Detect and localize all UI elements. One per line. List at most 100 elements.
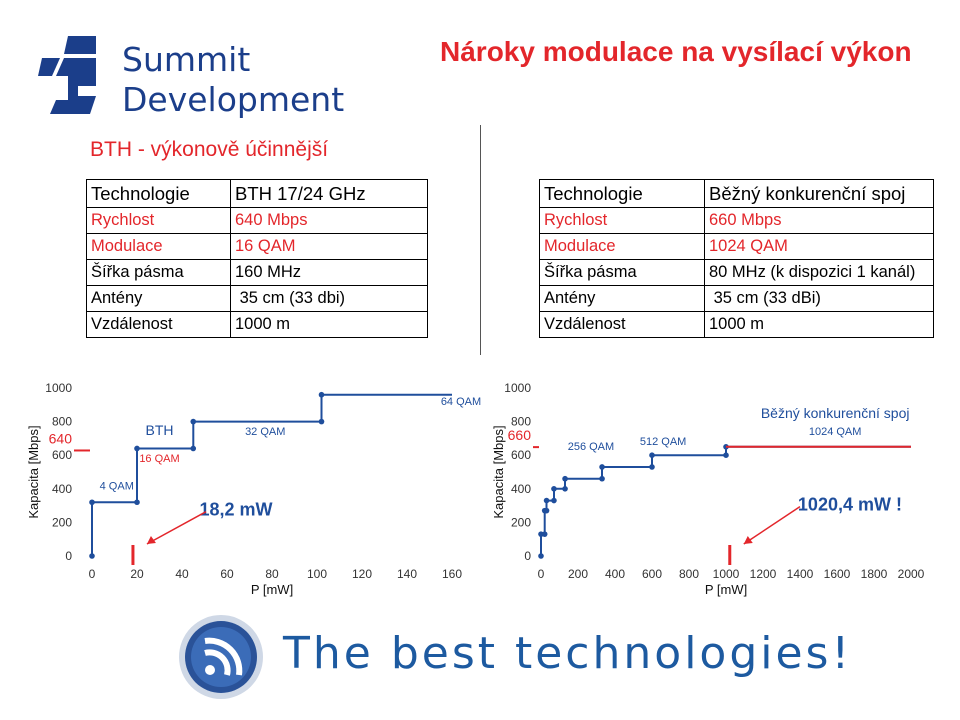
modulation-label: 1024 QAM	[809, 426, 862, 438]
modulation-label: 512 QAM	[640, 436, 686, 448]
page-subtitle: BTH - výkonově účinnější	[90, 138, 329, 161]
x-tick-label: 120	[352, 567, 372, 581]
data-point	[649, 452, 655, 459]
table-cell: Šířka pásma	[539, 259, 705, 286]
data-point	[649, 464, 655, 470]
table-row: Rychlost 660 Mbps	[539, 207, 934, 234]
table-cell: 160 MHz	[230, 259, 428, 286]
x-tick-label: 600	[642, 567, 662, 581]
table-cell: 660 Mbps	[704, 207, 934, 234]
data-point	[318, 391, 325, 398]
y-tick-label: 600	[52, 448, 72, 462]
x-tick-label: 1800	[861, 567, 888, 581]
data-point	[551, 497, 557, 504]
table-cell: 640 Mbps	[230, 207, 428, 234]
modulation-label: 32 QAM	[245, 426, 285, 438]
table-cell: Běžný konkurenční spoj	[704, 179, 934, 208]
logo-text-line1: Summit	[122, 40, 251, 79]
modulation-label: 4 QAM	[100, 481, 134, 493]
y-highlight-label: 660	[508, 427, 532, 443]
table-cell: Technologie	[86, 179, 231, 208]
x-tick-label: 1600	[824, 567, 851, 581]
y-tick-label: 600	[511, 448, 531, 462]
table-cell: Vzdálenost	[539, 311, 705, 338]
rss-logo-icon	[179, 615, 263, 699]
table-row: Šířka pásma 160 MHz	[86, 259, 428, 286]
y-highlight-label: 640	[49, 430, 73, 446]
logo-text-line2: Development	[122, 80, 345, 119]
x-tick-label: 1200	[750, 567, 777, 581]
y-axis-label: Kapacita [Mbps]	[26, 425, 41, 518]
y-tick-label: 800	[511, 415, 531, 429]
data-point	[562, 486, 568, 492]
footer-tagline: The best technologies!	[283, 628, 853, 679]
table-row: Antény 35 cm (33 dBi)	[539, 285, 934, 312]
modulation-label: 64 QAM	[441, 396, 481, 408]
y-tick-label: 800	[52, 415, 72, 429]
competitor-spec-table: Technologie Běžný konkurenční spoj Rychl…	[539, 179, 934, 338]
table-cell: Vzdálenost	[86, 311, 231, 338]
x-tick-label: 40	[175, 567, 189, 581]
data-point	[551, 486, 557, 492]
x-tick-label: 0	[89, 567, 96, 581]
x-tick-label: 0	[538, 567, 545, 581]
summit-logo-mark	[38, 36, 96, 114]
x-tick-label: 1400	[787, 567, 814, 581]
x-tick-label: 160	[442, 567, 462, 581]
divider	[480, 125, 481, 355]
table-cell: 1000 m	[230, 311, 428, 338]
y-tick-label: 200	[511, 515, 531, 529]
y-tick-label: 1000	[45, 381, 72, 395]
x-tick-label: 200	[568, 567, 588, 581]
table-cell: 80 MHz (k dispozici 1 kanál)	[704, 259, 934, 286]
table-cell: BTH 17/24 GHz	[230, 179, 428, 208]
data-point	[599, 475, 605, 482]
x-axis-label: P [mW]	[251, 582, 293, 597]
data-point	[134, 499, 140, 506]
modulation-label: 256 QAM	[568, 441, 614, 453]
y-tick-label: 400	[511, 482, 531, 496]
power-annotation: 1020,4 mW !	[798, 495, 902, 515]
table-cell: Rychlost	[539, 207, 705, 234]
x-tick-label: 60	[220, 567, 234, 581]
x-tick-label: 80	[265, 567, 279, 581]
data-point	[723, 452, 729, 459]
y-tick-label: 0	[65, 549, 72, 563]
y-tick-label: 1000	[504, 381, 531, 395]
table-cell: Rychlost	[86, 207, 231, 234]
table-cell: Modulace	[86, 233, 231, 260]
y-tick-label: 0	[524, 549, 531, 563]
bth-spec-table: Technologie BTH 17/24 GHz Rychlost 640 Mb…	[86, 179, 428, 338]
data-point	[134, 445, 140, 452]
table-cell: 16 QAM	[230, 233, 428, 260]
data-point	[190, 445, 197, 452]
x-tick-label: 400	[605, 567, 625, 581]
x-axis-label: P [mW]	[705, 582, 747, 597]
x-tick-label: 1000	[713, 567, 740, 581]
table-row: Vzdálenost 1000 m	[86, 311, 428, 338]
table-cell: 1000 m	[704, 311, 934, 338]
data-point	[562, 475, 568, 482]
data-point	[543, 507, 550, 514]
annotation-arrow	[743, 506, 801, 545]
data-point	[543, 497, 550, 504]
series-line	[91, 393, 452, 556]
table-cell: Modulace	[539, 233, 705, 260]
y-tick-label: 400	[52, 482, 72, 496]
x-tick-label: 2000	[898, 567, 925, 581]
annotation-arrow	[146, 511, 207, 545]
data-point	[541, 531, 548, 537]
y-tick-label: 200	[52, 515, 72, 529]
table-row: Rychlost 640 Mbps	[86, 207, 428, 234]
table-header-row: Technologie Běžný konkurenční spoj	[539, 179, 934, 208]
series-label: BTH	[146, 422, 174, 438]
annotation-arrowhead	[743, 536, 753, 544]
data-point	[318, 418, 325, 425]
data-point	[89, 499, 95, 506]
data-point	[599, 464, 605, 470]
x-tick-label: 100	[307, 567, 327, 581]
table-header-row: Technologie BTH 17/24 GHz	[86, 179, 428, 208]
x-tick-label: 20	[130, 567, 144, 581]
summit-logo: Summit Development	[38, 36, 344, 120]
